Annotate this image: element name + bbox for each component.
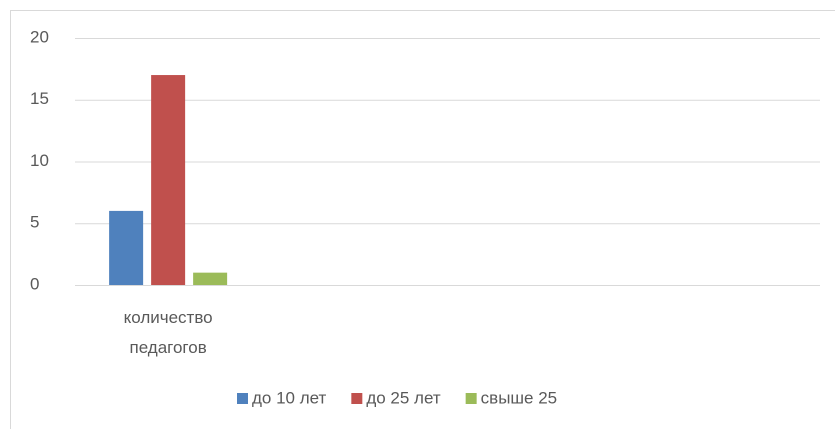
x-tick-label: количество педагогов bbox=[123, 308, 213, 357]
y-tick-label: 10 bbox=[30, 151, 49, 170]
legend-swatch bbox=[465, 393, 477, 404]
y-tick-label: 20 bbox=[30, 27, 49, 46]
legend-label: до 25 лет bbox=[366, 388, 441, 407]
legend-swatch bbox=[237, 393, 248, 404]
chart-border bbox=[10, 10, 835, 429]
y-tick-label: 5 bbox=[30, 213, 39, 232]
legend-label: до 10 лет bbox=[252, 388, 327, 407]
legend-label: свыше 25 bbox=[481, 388, 557, 407]
bar bbox=[109, 210, 144, 285]
y-tick-label: 15 bbox=[30, 89, 49, 108]
bar bbox=[151, 75, 186, 285]
bar bbox=[193, 272, 228, 285]
y-tick-label: 0 bbox=[30, 274, 39, 293]
legend-swatch bbox=[351, 393, 363, 404]
